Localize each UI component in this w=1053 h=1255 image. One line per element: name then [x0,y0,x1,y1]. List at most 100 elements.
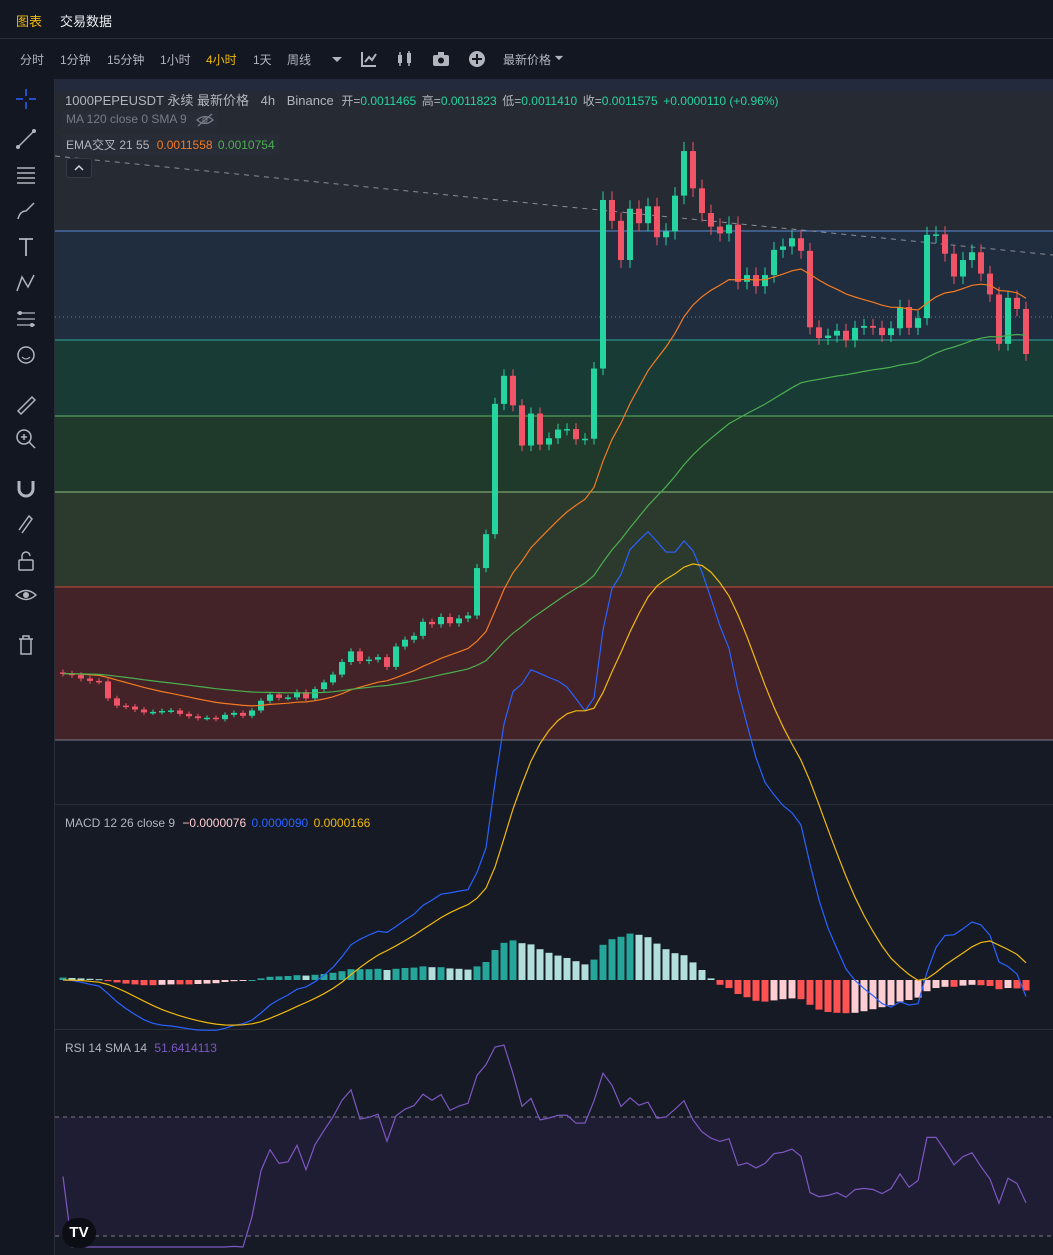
rsi-legend-label: RSI 14 SMA 14 [65,1041,148,1055]
candle-body [744,275,750,282]
candle-body [879,327,885,336]
tab-chart[interactable]: 图表 [16,14,43,29]
symbol-label[interactable]: 1000PEPEUSDT 永续 最新价格 [65,93,249,108]
candle-body [762,275,768,287]
macd-hist-bar [878,980,886,1008]
tab-trading-data[interactable]: 交易数据 [60,14,113,29]
candle-body [267,694,273,701]
chevron-up-icon [74,164,84,171]
ema-legend-label: EMA交叉 21 55 [66,138,150,152]
ema-legend[interactable]: EMA交叉 21 55 0.0011558 0.0010754 [62,134,279,155]
candle-body [294,692,300,698]
tradingview-logo[interactable]: TV [62,1218,96,1248]
macd-hist-bar [491,950,499,980]
eye-icon[interactable] [14,583,38,607]
candle [1023,301,1029,361]
candle-body [924,234,930,319]
crosshair-icon[interactable] [14,87,38,111]
candle-body [96,680,102,683]
open-label: 开= [341,94,361,108]
macd-hist-bar [671,953,679,980]
zoom-in-icon[interactable] [14,427,38,451]
candle-body [240,712,246,716]
forecast-icon[interactable] [14,307,38,331]
candle-template-icon[interactable] [395,49,415,69]
text-icon[interactable] [14,235,38,259]
camera-icon[interactable] [431,49,451,69]
plus-circle-icon[interactable] [467,49,487,69]
macd-hist-bar [140,980,148,986]
price-source-select[interactable]: 最新价格 [503,53,552,67]
candle [555,423,561,444]
trend-line [55,155,1053,256]
macd-hist-bar [725,980,733,988]
magnet-icon[interactable] [14,477,38,501]
macd-hist-bar [509,940,517,980]
candle-body [960,260,966,277]
candle-body [159,710,165,713]
candle-body [186,713,192,717]
timeframe-realtime[interactable]: 分时 [20,53,45,67]
trend-line-icon[interactable] [14,127,38,151]
macd-hist-bar [653,943,661,980]
candle-body [618,220,624,261]
top-bar: 图表 交易数据 [0,0,1053,39]
chevron-down-icon[interactable] [327,49,347,69]
candle-body [861,325,867,328]
emoji-icon[interactable] [14,343,38,367]
macd-hist-bar [464,969,472,980]
ruler-icon[interactable] [14,393,38,417]
ma-legend[interactable]: MA 120 close 0 SMA 9 [62,110,219,129]
candle [690,141,696,198]
candle-body [465,615,471,619]
macd-hist-bar [554,955,562,980]
candle-body [222,714,228,720]
timeframe-1w[interactable]: 周线 [287,53,312,67]
macd-hist-bar [977,980,985,986]
candle [159,708,165,715]
chevron-down-icon[interactable] [552,51,566,65]
candle [834,323,840,343]
macd-hist-bar [1013,980,1021,989]
candle [231,710,237,718]
candle [186,711,192,719]
chart-canvas[interactable] [55,79,1053,1255]
candle [465,611,471,622]
macd-legend: MACD 12 26 close 9 −0.0000076 0.0000090 … [65,816,370,830]
candle-body [456,618,462,624]
candle-body [474,568,480,616]
timeframe-1m[interactable]: 1分钟 [60,53,91,67]
macd-hist-bar [194,980,202,984]
ohlc-close: 收=0.0011575 [583,94,658,108]
candle-body [690,151,696,189]
macd-hist-bar [230,980,238,982]
macd-hist-bar [779,980,787,1000]
candle [60,669,66,677]
indicators-icon[interactable] [359,49,379,69]
candle [870,318,876,335]
macd-value: 0.0000090 [251,816,309,830]
macd-hist-bar [788,980,796,999]
pattern-icon[interactable] [14,271,38,295]
brush-icon[interactable] [14,199,38,223]
macd-hist-bar [203,980,211,984]
timeframe-4h[interactable]: 4小时 [206,53,237,67]
trash-icon[interactable] [14,633,38,657]
timeframe-1h[interactable]: 1小时 [160,53,191,67]
collapse-legend-button[interactable] [66,158,92,178]
macd-hist-bar [95,979,103,981]
candle-body [834,330,840,336]
macd-hist-bar [167,980,175,985]
eye-off-icon[interactable] [196,113,215,127]
timeframe-1d[interactable]: 1天 [253,53,272,67]
macd-hist-bar [689,962,697,980]
fib-retracement-icon[interactable] [14,163,38,187]
unlock-icon[interactable] [14,549,38,573]
macd-hist-bar [86,978,94,980]
candle-body [321,682,327,690]
candle [564,423,570,436]
lock-drawings-icon[interactable] [14,511,38,535]
candle [96,678,102,685]
timeframe-15m[interactable]: 15分钟 [107,53,145,67]
candle-body [195,716,201,719]
